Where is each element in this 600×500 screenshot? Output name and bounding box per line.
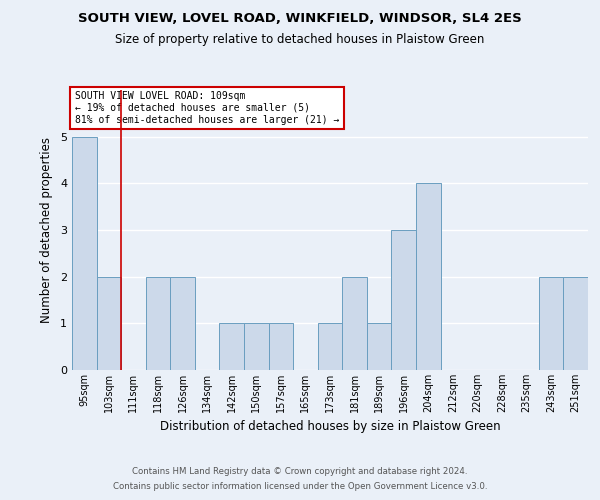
Bar (367, 324, 391, 370)
Bar (342, 276, 367, 370)
Bar (539, 276, 563, 370)
Bar (72, 136, 97, 370)
Bar (318, 324, 342, 370)
Bar (563, 276, 588, 370)
Bar (220, 324, 244, 370)
Text: Size of property relative to detached houses in Plaistow Green: Size of property relative to detached ho… (115, 32, 485, 46)
X-axis label: Distribution of detached houses by size in Plaistow Green: Distribution of detached houses by size … (160, 420, 500, 434)
Text: SOUTH VIEW LOVEL ROAD: 109sqm
← 19% of detached houses are smaller (5)
81% of se: SOUTH VIEW LOVEL ROAD: 109sqm ← 19% of d… (74, 92, 339, 124)
Bar (97, 276, 121, 370)
Text: SOUTH VIEW, LOVEL ROAD, WINKFIELD, WINDSOR, SL4 2ES: SOUTH VIEW, LOVEL ROAD, WINKFIELD, WINDS… (78, 12, 522, 26)
Y-axis label: Number of detached properties: Number of detached properties (40, 137, 53, 323)
Bar (146, 276, 170, 370)
Bar (244, 324, 269, 370)
Text: Contains public sector information licensed under the Open Government Licence v3: Contains public sector information licen… (113, 482, 487, 491)
Bar (416, 184, 440, 370)
Bar (391, 230, 416, 370)
Text: Contains HM Land Registry data © Crown copyright and database right 2024.: Contains HM Land Registry data © Crown c… (132, 467, 468, 476)
Bar (170, 276, 195, 370)
Bar (269, 324, 293, 370)
